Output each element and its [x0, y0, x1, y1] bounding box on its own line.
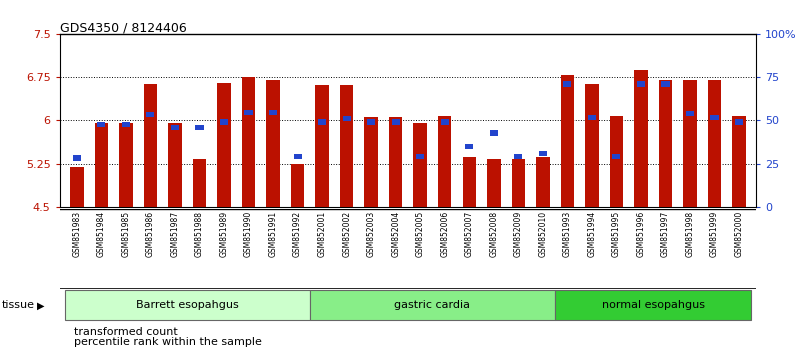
Bar [294, 154, 302, 159]
Bar [64, 290, 310, 320]
Bar [465, 144, 474, 149]
Bar [490, 131, 498, 136]
Bar [269, 110, 277, 115]
Bar [555, 290, 751, 320]
Bar [389, 118, 403, 207]
Text: GSM851990: GSM851990 [244, 211, 253, 257]
Bar [732, 116, 746, 207]
Text: GDS4350 / 8124406: GDS4350 / 8124406 [60, 21, 186, 34]
Text: GSM851994: GSM851994 [587, 211, 596, 257]
Text: GSM852006: GSM852006 [440, 211, 449, 257]
Text: gastric cardia: gastric cardia [395, 300, 470, 310]
Text: GSM852007: GSM852007 [465, 211, 474, 257]
Bar [462, 157, 476, 207]
Bar [708, 80, 721, 207]
Text: GSM852005: GSM852005 [416, 211, 425, 257]
Bar [168, 123, 181, 207]
Bar [196, 125, 204, 131]
Bar [193, 159, 206, 207]
Text: normal esopahgus: normal esopahgus [602, 300, 704, 310]
Text: GSM851989: GSM851989 [220, 211, 228, 257]
Bar [220, 120, 228, 125]
Bar [392, 120, 400, 125]
Text: GSM851997: GSM851997 [661, 211, 670, 257]
Bar [512, 159, 525, 207]
Text: GSM851985: GSM851985 [122, 211, 131, 257]
Bar [144, 84, 157, 207]
Bar [560, 75, 574, 207]
Text: GSM851991: GSM851991 [268, 211, 278, 257]
Bar [310, 290, 555, 320]
Text: GSM852010: GSM852010 [538, 211, 548, 257]
Text: Barrett esopahgus: Barrett esopahgus [136, 300, 239, 310]
Bar [735, 120, 743, 125]
Bar [564, 81, 572, 86]
Text: GSM851999: GSM851999 [710, 211, 719, 257]
Bar [441, 120, 449, 125]
Bar [244, 110, 252, 115]
Bar [587, 115, 596, 120]
Bar [291, 164, 304, 207]
Text: GSM851988: GSM851988 [195, 211, 204, 257]
Bar [315, 85, 329, 207]
Bar [242, 77, 256, 207]
Text: GSM852008: GSM852008 [490, 211, 498, 257]
Bar [122, 122, 130, 127]
Text: GSM851995: GSM851995 [612, 211, 621, 257]
Text: GSM852009: GSM852009 [513, 211, 523, 257]
Text: GSM852004: GSM852004 [391, 211, 400, 257]
Bar [637, 81, 645, 86]
Bar [536, 157, 549, 207]
Text: ▶: ▶ [37, 300, 45, 310]
Bar [610, 116, 623, 207]
Bar [146, 112, 154, 117]
Bar [634, 70, 648, 207]
Bar [267, 80, 280, 207]
Text: tissue: tissue [2, 300, 34, 310]
Bar [661, 81, 669, 86]
Text: GSM852002: GSM852002 [342, 211, 351, 257]
Bar [367, 120, 375, 125]
Text: GSM851986: GSM851986 [146, 211, 155, 257]
Bar [711, 115, 719, 120]
Text: GSM851984: GSM851984 [97, 211, 106, 257]
Text: GSM852001: GSM852001 [318, 211, 326, 257]
Bar [365, 118, 378, 207]
Bar [340, 85, 353, 207]
Bar [585, 84, 599, 207]
Bar [342, 116, 351, 121]
Text: GSM851987: GSM851987 [170, 211, 179, 257]
Bar [683, 80, 696, 207]
Text: transformed count: transformed count [74, 327, 178, 337]
Bar [612, 154, 620, 159]
Bar [416, 154, 424, 159]
Bar [413, 123, 427, 207]
Bar [97, 122, 105, 127]
Text: GSM851996: GSM851996 [637, 211, 646, 257]
Text: percentile rank within the sample: percentile rank within the sample [74, 337, 262, 347]
Bar [70, 167, 84, 207]
Bar [438, 116, 451, 207]
Bar [514, 154, 522, 159]
Bar [95, 123, 108, 207]
Bar [72, 155, 81, 161]
Bar [217, 83, 231, 207]
Text: GSM851992: GSM851992 [293, 211, 302, 257]
Bar [318, 120, 326, 125]
Text: GSM851998: GSM851998 [685, 211, 694, 257]
Bar [539, 151, 547, 156]
Text: GSM852000: GSM852000 [735, 211, 743, 257]
Text: GSM852003: GSM852003 [367, 211, 376, 257]
Bar [686, 111, 694, 116]
Bar [119, 123, 133, 207]
Bar [487, 159, 501, 207]
Bar [659, 80, 672, 207]
Text: GSM851983: GSM851983 [72, 211, 81, 257]
Text: GSM851993: GSM851993 [563, 211, 572, 257]
Bar [171, 125, 179, 131]
